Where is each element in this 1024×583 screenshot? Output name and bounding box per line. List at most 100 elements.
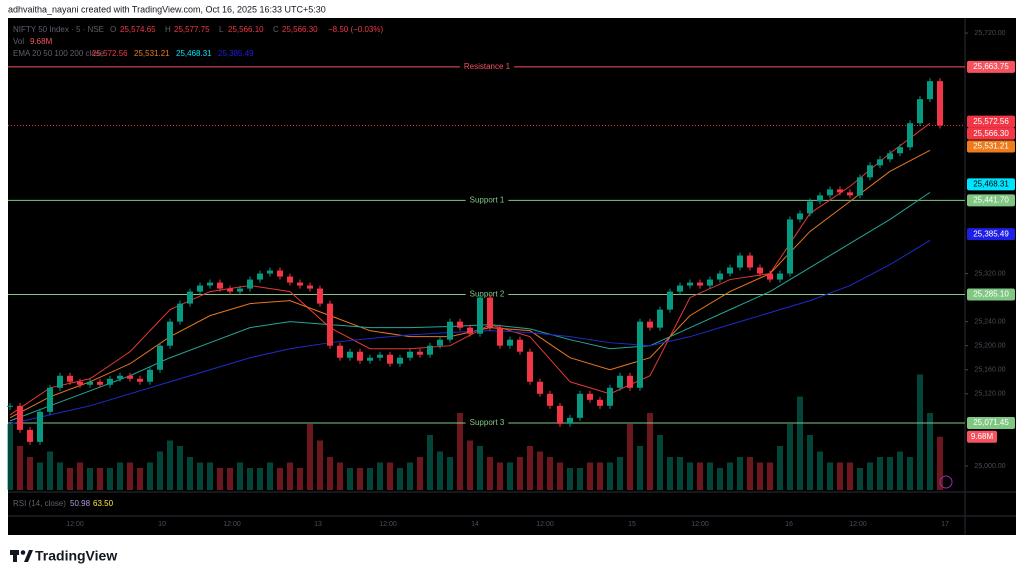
volume-bar [367, 468, 373, 490]
volume-bar [517, 457, 523, 490]
volume-bar [867, 462, 873, 490]
x-tick-label: 12:00 [849, 521, 867, 528]
candle [897, 147, 903, 154]
volume-bar [877, 457, 883, 490]
level-name: Support 3 [470, 418, 505, 427]
volume-bar [757, 462, 763, 490]
rsi-value: 63.50 [93, 499, 114, 508]
volume-bar [417, 457, 423, 490]
x-tick-label: 12:00 [66, 521, 84, 528]
volume-bar [937, 436, 943, 490]
volume-bar [627, 424, 633, 490]
volume-bar [587, 462, 593, 490]
volume-bar [47, 451, 53, 490]
x-tick-label: 10 [158, 521, 166, 528]
volume-bar [67, 468, 73, 490]
candle [517, 339, 523, 352]
x-tick-label: 16 [785, 521, 793, 528]
level-name: Resistance 1 [464, 62, 511, 71]
price-badge-label: 25,572.56 [973, 117, 1009, 126]
x-tick-label: 14 [471, 521, 479, 528]
price-badge [967, 178, 1015, 191]
ohlc-change: −8.50 (−0.03%) [328, 25, 383, 34]
candle [917, 99, 923, 124]
candle [527, 351, 533, 382]
candle [347, 351, 353, 358]
volume-bar [857, 468, 863, 490]
candle [167, 321, 173, 346]
candle [717, 273, 723, 280]
candle [797, 213, 803, 220]
candle [557, 405, 563, 424]
x-tick-label: 12:00 [536, 521, 554, 528]
rsi-key: RSI (14, close) [13, 499, 66, 508]
price-badge-label: 25,071.45 [973, 418, 1009, 427]
price-badge [967, 140, 1015, 153]
candle [7, 405, 13, 407]
volume-bar [227, 468, 233, 490]
vol-key: Vol [13, 37, 24, 46]
x-tick-label: 12:00 [379, 521, 397, 528]
candle [37, 411, 43, 442]
candle [877, 159, 883, 166]
price-badge [967, 228, 1015, 241]
ema-legend: 25,572.56 25,531.21 25,468.31 25,385.49 [92, 49, 254, 58]
volume-bar [447, 457, 453, 490]
candle [87, 381, 93, 385]
volume-bar [727, 462, 733, 490]
volume-bar [697, 462, 703, 490]
volume-bar [407, 462, 413, 490]
logo-part [20, 550, 26, 555]
brand: TradingView [35, 548, 117, 564]
y-tick-label: 25,720.00 [974, 30, 1005, 37]
volume-bar [157, 451, 163, 490]
volume-bar [257, 468, 263, 490]
candle [77, 381, 83, 385]
volume-bar [7, 424, 13, 490]
volume-bar [707, 462, 713, 490]
volume-bar [807, 435, 813, 490]
candle [137, 378, 143, 382]
ohlc-key: C [273, 25, 279, 34]
candle [267, 270, 273, 274]
y-tick-label: 25,120.00 [974, 391, 1005, 398]
candle [187, 291, 193, 304]
candle [277, 270, 283, 277]
y-tick-label: 25,200.00 [974, 343, 1005, 350]
candle [777, 273, 783, 280]
candle [257, 273, 263, 280]
x-tick-label: 15 [628, 521, 636, 528]
candle [27, 429, 33, 442]
ema-value: 25,572.56 [92, 49, 128, 58]
volume-bar [787, 424, 793, 490]
candle [747, 255, 753, 268]
volume-bar [817, 451, 823, 490]
candle [317, 288, 323, 304]
candle [447, 321, 453, 340]
volume-bar [927, 413, 933, 490]
candle [377, 354, 383, 358]
candle [657, 309, 663, 328]
volume-bar [527, 446, 533, 490]
volume-bar [87, 468, 93, 490]
candle [837, 189, 843, 193]
y-tick-label: 25,320.00 [974, 270, 1005, 277]
candle [487, 297, 493, 328]
alert-icon[interactable] [939, 475, 953, 489]
price-badge-label: 25,663.75 [973, 62, 1009, 71]
candle [337, 345, 343, 358]
candle [477, 297, 483, 334]
volume-bar [887, 457, 893, 490]
candle [547, 393, 553, 406]
candle [937, 81, 943, 126]
volume-bar [197, 462, 203, 490]
volume-bar [827, 462, 833, 490]
volume-bar [427, 435, 433, 490]
volume-bar [347, 468, 353, 490]
candle [47, 387, 53, 412]
candle [177, 303, 183, 322]
level-name-bg [459, 61, 515, 72]
volume-bar [557, 462, 563, 490]
volume-badge-label: 9.68M [971, 432, 994, 441]
